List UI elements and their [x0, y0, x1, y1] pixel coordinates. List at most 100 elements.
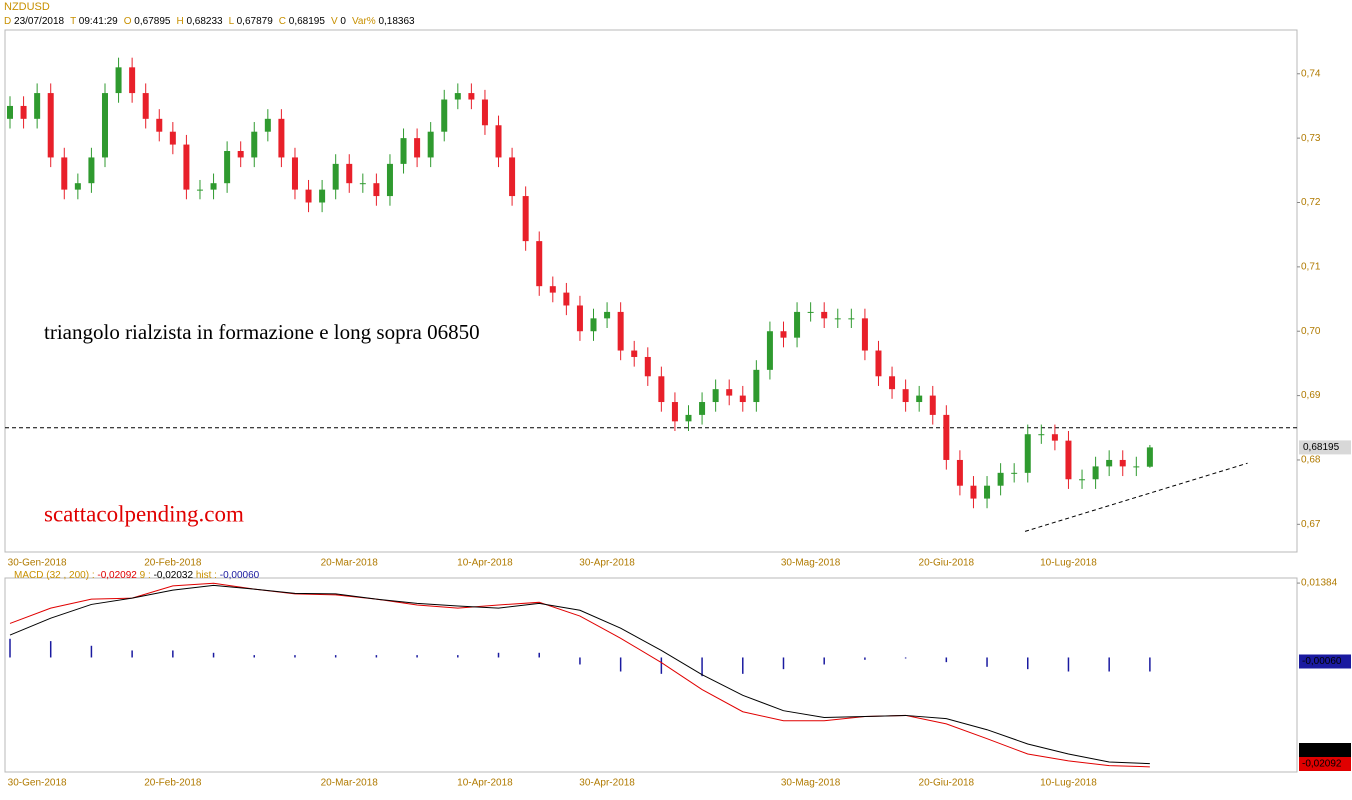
candle-body: [1024, 434, 1031, 473]
x-tick-label: 30-Apr-2018: [579, 558, 635, 569]
candle-body: [291, 157, 298, 190]
x-tick-label: 30-Mag-2018: [781, 558, 841, 569]
info-item: V 0: [331, 16, 346, 27]
last-price-box: [1299, 440, 1351, 455]
candle-body: [169, 131, 176, 145]
y-tick-label: 0,71: [1301, 262, 1321, 273]
candle-body: [332, 163, 339, 190]
x-tick-label: 30-Mag-2018: [781, 778, 841, 789]
candle-body: [142, 93, 149, 119]
candle-body: [563, 292, 570, 306]
x-tick-label: 20-Giu-2018: [919, 778, 975, 789]
candle-body: [929, 395, 936, 415]
candle-body: [604, 311, 611, 319]
x-tick-label: 10-Apr-2018: [457, 558, 513, 569]
candle-body: [481, 99, 488, 126]
candle-body: [156, 118, 163, 132]
candle-body: [644, 356, 651, 377]
candle-body: [821, 311, 828, 319]
candle-body: [129, 67, 136, 94]
x-tick-label: 20-Mar-2018: [321, 778, 379, 789]
candle-body: [522, 196, 529, 242]
info-value: 0,67895: [134, 16, 171, 27]
y-tick-label: 0,01384: [1301, 578, 1338, 589]
candle-body: [251, 131, 258, 158]
info-key: C: [278, 16, 286, 27]
candle-body: [916, 395, 923, 403]
candle-body: [88, 157, 95, 184]
info-key: L: [228, 16, 234, 27]
info-key: T: [70, 16, 77, 27]
candle-body: [115, 67, 122, 94]
info-item: T 09:41:29: [70, 16, 118, 27]
x-tick-label: 30-Gen-2018: [8, 778, 67, 789]
last-value-box: [1299, 743, 1351, 757]
candle-body: [400, 138, 407, 164]
candle-body: [780, 331, 787, 338]
candle-body: [685, 414, 692, 422]
watermark: scattacolpending.com: [44, 501, 244, 526]
x-tick-label: 10-Lug-2018: [1040, 558, 1097, 569]
legend-part: -0,02092: [97, 570, 137, 581]
info-value: 0: [340, 16, 346, 27]
candle-body: [739, 395, 746, 403]
candle-body: [807, 311, 814, 313]
x-tick-label: 30-Gen-2018: [8, 558, 67, 569]
candle-body: [576, 305, 583, 332]
candle-body: [210, 183, 217, 190]
candle-body: [441, 99, 448, 132]
candle-body: [956, 459, 963, 486]
last-value-label: -0,00060: [1302, 656, 1342, 667]
candle-body: [47, 93, 54, 158]
info-value: 09:41:29: [78, 16, 118, 27]
candle-body: [671, 402, 678, 422]
y-tick-label: 0,67: [1301, 519, 1321, 530]
candle-body: [183, 144, 190, 190]
info-value: 0,68195: [288, 16, 325, 27]
macd-legend: MACD (32 , 200) : -0,02092 9 : -0,02032 …: [14, 570, 260, 581]
trend-line: [1024, 462, 1248, 532]
candle-body: [726, 389, 733, 396]
info-key: D: [4, 16, 12, 27]
candle-body: [468, 93, 475, 100]
candle-body: [1079, 479, 1086, 481]
y-tick-label: 0,72: [1301, 197, 1321, 208]
price-frame: [4, 29, 1298, 553]
symbol-title: NZDUSD: [4, 1, 50, 13]
candle-body: [1011, 472, 1018, 474]
candle-body: [712, 389, 719, 403]
info-key: H: [176, 16, 184, 27]
info-key: O: [123, 16, 132, 27]
candle-body: [427, 131, 434, 158]
info-item: Var% 0,18363: [352, 16, 415, 27]
info-item: C 0,68195: [279, 16, 325, 27]
legend-part: hist: [196, 570, 212, 581]
candle-body: [943, 414, 950, 460]
y-tick-label: 0,74: [1301, 68, 1321, 79]
candle-body: [902, 389, 909, 403]
info-item: D 23/07/2018: [4, 16, 64, 27]
info-key: Var%: [351, 16, 376, 27]
info-value: 0,67879: [236, 16, 273, 27]
candle-body: [617, 311, 624, 351]
macd-line: [9, 584, 1150, 765]
x-tick-label: 10-Apr-2018: [457, 778, 513, 789]
candle-body: [1051, 434, 1058, 441]
x-tick-label: 20-Feb-2018: [144, 778, 202, 789]
last-value-box: [1299, 757, 1351, 771]
candle-body: [1092, 466, 1099, 480]
candle-body: [1133, 466, 1140, 468]
last-value-box: [1299, 654, 1351, 669]
info-item: H 0,68233: [176, 16, 222, 27]
x-tick-label: 30-Apr-2018: [579, 778, 635, 789]
candle-body: [631, 350, 638, 357]
candle-body: [536, 241, 543, 287]
candle-body: [278, 118, 285, 158]
candle-body: [319, 189, 326, 203]
info-item: L 0,67879: [229, 16, 273, 27]
info-key: V: [330, 16, 338, 27]
candle-body: [196, 189, 203, 191]
ohlc-info: D 23/07/2018 T 09:41:29 O 0,67895 H 0,68233…: [4, 16, 421, 27]
candle-body: [34, 93, 41, 119]
